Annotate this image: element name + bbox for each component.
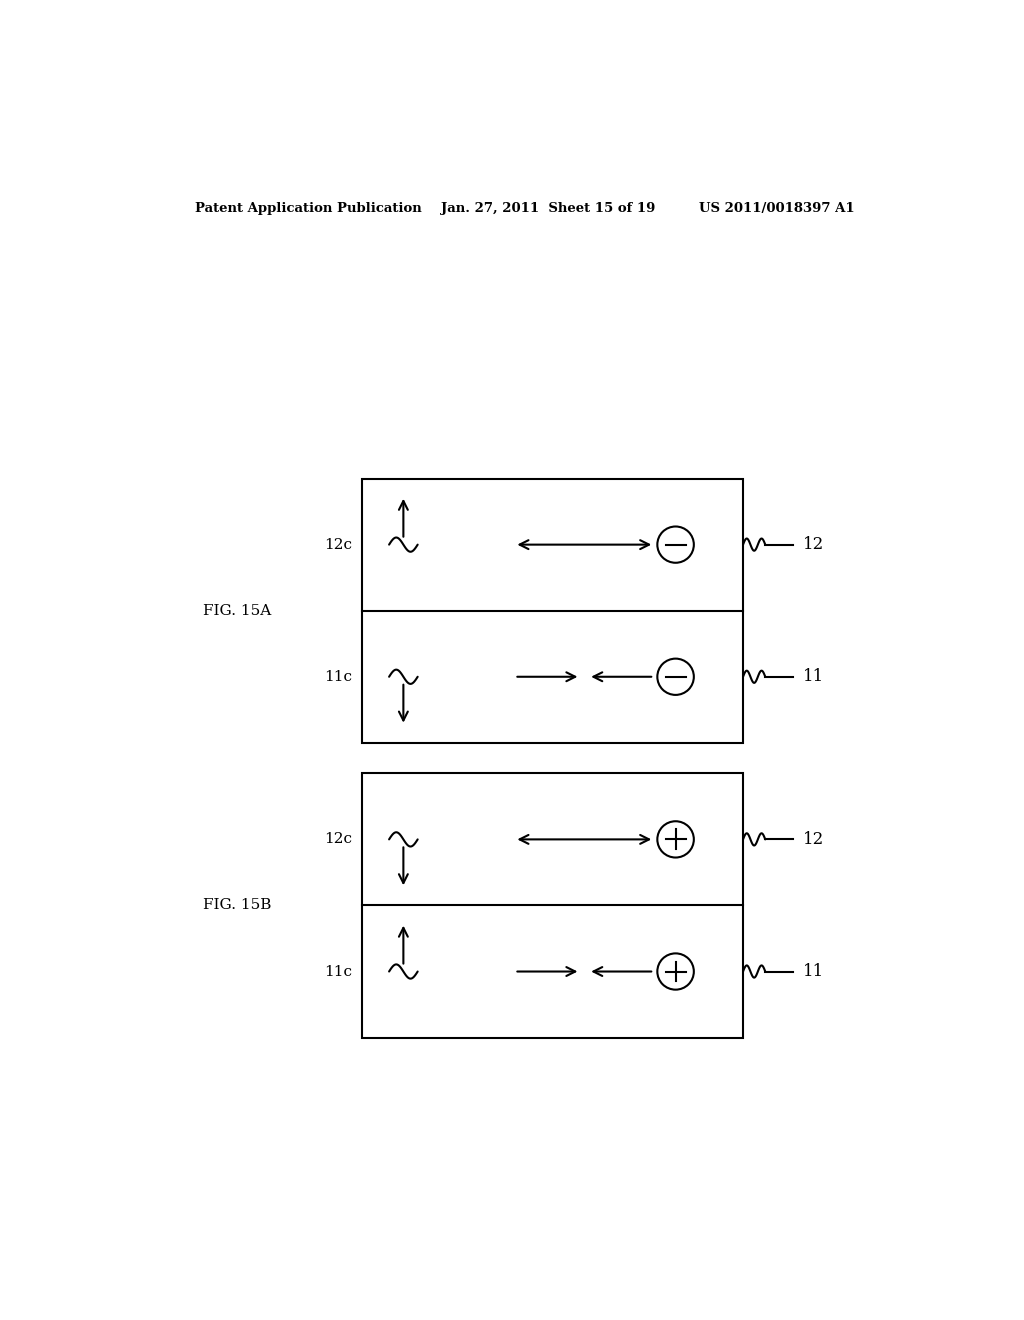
Text: 12c: 12c	[325, 833, 352, 846]
Text: FIG. 15A: FIG. 15A	[204, 603, 271, 618]
Bar	[362, 479, 743, 743]
Ellipse shape	[657, 821, 694, 858]
Text: Patent Application Publication: Patent Application Publication	[196, 202, 422, 215]
Text: FIG. 15B: FIG. 15B	[204, 899, 271, 912]
Bar	[362, 774, 743, 1038]
Text: 11: 11	[803, 964, 824, 979]
Text: US 2011/0018397 A1: US 2011/0018397 A1	[699, 202, 855, 215]
Text: Jan. 27, 2011  Sheet 15 of 19: Jan. 27, 2011 Sheet 15 of 19	[441, 202, 655, 215]
Ellipse shape	[657, 953, 694, 990]
Text: 12c: 12c	[325, 537, 352, 552]
Text: 11c: 11c	[325, 965, 352, 978]
Text: 11: 11	[803, 668, 824, 685]
Text: 12: 12	[803, 830, 824, 847]
Ellipse shape	[657, 659, 694, 694]
Text: 11c: 11c	[325, 669, 352, 684]
Text: 12: 12	[803, 536, 824, 553]
Ellipse shape	[657, 527, 694, 562]
